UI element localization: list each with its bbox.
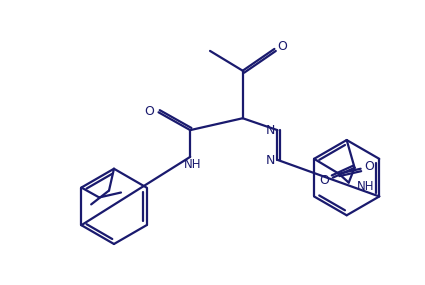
Text: NH: NH [357,180,374,193]
Text: NH: NH [184,158,201,171]
Text: N: N [266,154,275,167]
Text: O: O [144,105,155,118]
Text: O: O [319,174,329,187]
Text: O: O [365,160,374,173]
Text: N: N [266,124,275,137]
Text: O: O [278,40,287,54]
